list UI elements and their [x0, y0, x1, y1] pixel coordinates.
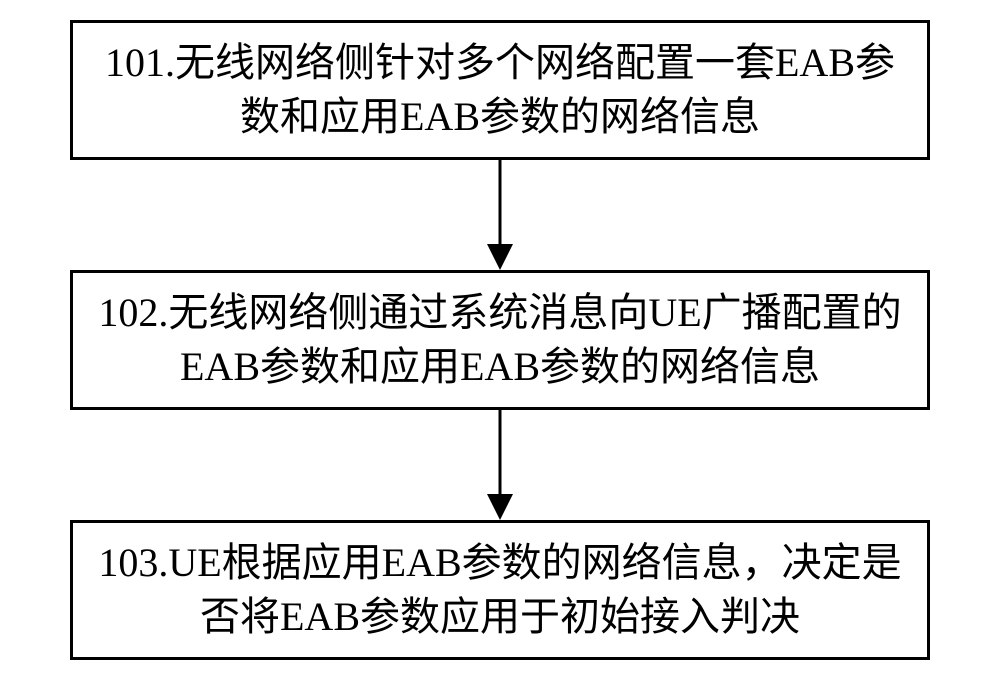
flowchart-step-2: 102.无线网络侧通过系统消息向UE广播配置的EAB参数和应用EAB参数的网络信…	[70, 270, 930, 410]
flowchart-step-2-text: 102.无线网络侧通过系统消息向UE广播配置的EAB参数和应用EAB参数的网络信…	[93, 286, 907, 394]
arrow-2-to-3	[474, 410, 526, 520]
flowchart-step-1: 101.无线网络侧针对多个网络配置一套EAB参数和应用EAB参数的网络信息	[70, 20, 930, 160]
flowchart-step-3-text: 103.UE根据应用EAB参数的网络信息，决定是否将EAB参数应用于初始接入判决	[93, 536, 907, 644]
flowchart-canvas: 101.无线网络侧针对多个网络配置一套EAB参数和应用EAB参数的网络信息 10…	[0, 0, 1000, 689]
flowchart-step-1-text: 101.无线网络侧针对多个网络配置一套EAB参数和应用EAB参数的网络信息	[93, 36, 907, 144]
arrow-1-to-2	[474, 160, 526, 270]
flowchart-step-3: 103.UE根据应用EAB参数的网络信息，决定是否将EAB参数应用于初始接入判决	[70, 520, 930, 660]
